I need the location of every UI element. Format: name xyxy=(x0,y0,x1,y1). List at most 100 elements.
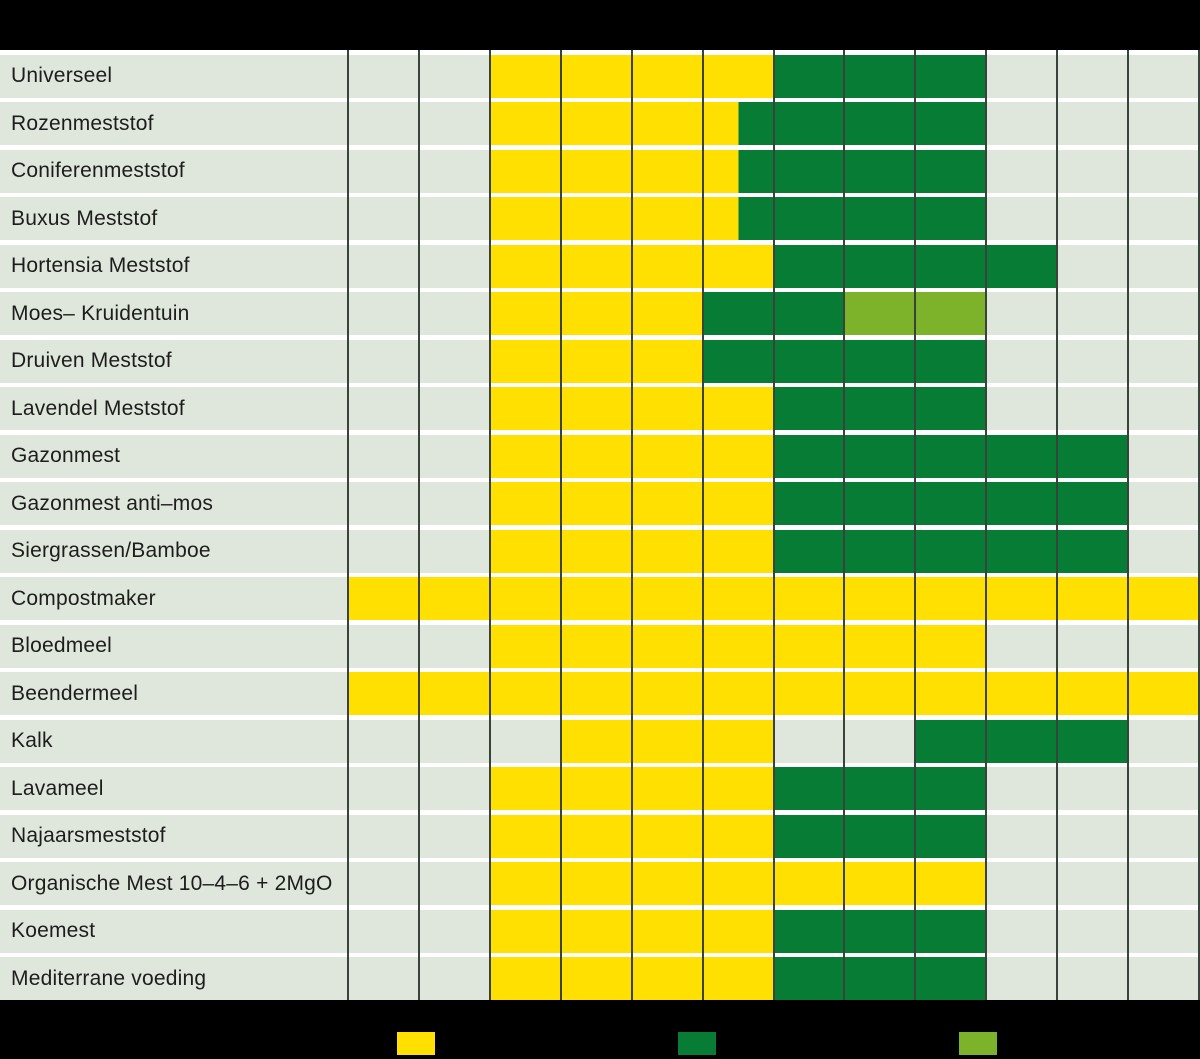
month-cell-fill xyxy=(632,719,702,763)
month-cell xyxy=(843,667,915,715)
month-cell-fill xyxy=(490,577,560,620)
month-cell xyxy=(843,762,915,810)
month-cell xyxy=(630,667,702,715)
month-cell xyxy=(488,620,560,668)
month-cell xyxy=(559,525,631,573)
month-cell-fill xyxy=(419,862,489,905)
month-cell xyxy=(417,620,489,668)
month-cell-fill xyxy=(845,672,915,715)
month-cell-fill xyxy=(490,54,560,98)
month-cell-fill xyxy=(1058,102,1128,145)
month-cell xyxy=(347,240,418,288)
month-cell xyxy=(417,192,489,240)
month-cell-fill xyxy=(1129,624,1199,668)
month-cell-fill xyxy=(703,719,773,763)
month-cell-fill xyxy=(490,339,560,383)
month-cell xyxy=(1056,287,1128,335)
month-cell xyxy=(630,857,702,905)
month-cell xyxy=(701,952,773,1000)
month-cell-fill xyxy=(419,624,489,668)
month-cell xyxy=(914,810,986,858)
month-cell-fill xyxy=(1129,529,1199,573)
month-cell xyxy=(559,667,631,715)
month-cell-fill xyxy=(349,244,418,288)
month-cell-fill xyxy=(561,149,631,193)
month-cell-fill xyxy=(916,577,986,620)
month-cell-fill xyxy=(632,244,702,288)
month-cell xyxy=(701,145,773,193)
month-cell xyxy=(914,952,986,1000)
month-cell xyxy=(347,620,418,668)
month-cell xyxy=(985,240,1057,288)
product-label-cell: Universeel xyxy=(0,50,347,98)
month-cell-fill xyxy=(703,339,773,383)
month-cell xyxy=(914,240,986,288)
month-cell-fill xyxy=(916,624,986,668)
month-cell-fill xyxy=(845,909,915,953)
month-cell-fill xyxy=(987,814,1057,858)
month-cell-fill xyxy=(1129,862,1199,905)
month-cell xyxy=(488,97,560,145)
month-cell xyxy=(488,50,560,98)
month-cell-fill xyxy=(987,624,1057,668)
product-label-cell: Lavendel Meststof xyxy=(0,383,347,430)
month-cell xyxy=(772,762,844,810)
month-cell-fill xyxy=(845,814,915,858)
month-cell xyxy=(417,97,489,145)
month-cell xyxy=(347,952,418,1000)
month-cell xyxy=(1056,905,1128,953)
month-cell-fill xyxy=(561,862,631,905)
product-label: Gazonmest xyxy=(0,434,347,478)
month-cell-fill xyxy=(703,54,773,98)
month-cell-fill xyxy=(1129,672,1199,715)
month-cell xyxy=(1127,335,1200,383)
month-cell-fill xyxy=(845,767,915,810)
month-cell-fill xyxy=(632,672,702,715)
month-cell-fill xyxy=(349,577,418,620)
month-cell-fill xyxy=(561,434,631,478)
month-cell xyxy=(488,477,560,525)
month-cell-fill xyxy=(349,482,418,525)
product-label: Druiven Meststof xyxy=(0,339,347,383)
month-cell xyxy=(843,97,915,145)
month-cell-fill xyxy=(1129,577,1199,620)
month-cell xyxy=(488,287,560,335)
month-cell xyxy=(347,145,418,193)
month-cell-fill xyxy=(703,482,773,525)
month-cell-fill xyxy=(845,719,915,763)
month-cell-fill xyxy=(490,909,560,953)
month-cell-fill xyxy=(349,767,418,810)
month-cell xyxy=(985,620,1057,668)
month-cell-fill xyxy=(632,909,702,953)
month-cell xyxy=(914,287,986,335)
month-cell-fill xyxy=(703,244,773,288)
month-cell xyxy=(985,762,1057,810)
month-cell xyxy=(417,810,489,858)
month-cell-fill xyxy=(916,197,986,240)
month-cell xyxy=(488,145,560,193)
month-cell xyxy=(630,145,702,193)
month-cell xyxy=(417,477,489,525)
month-cell xyxy=(843,857,915,905)
month-cell xyxy=(985,287,1057,335)
month-cell xyxy=(559,620,631,668)
month-cell-fill xyxy=(490,862,560,905)
month-cell-fill xyxy=(490,434,560,478)
month-cell-fill xyxy=(1058,862,1128,905)
month-cell xyxy=(488,905,560,953)
month-cell-fill xyxy=(916,814,986,858)
month-cell xyxy=(488,430,560,478)
month-cell xyxy=(417,240,489,288)
month-cell xyxy=(914,667,986,715)
month-cell xyxy=(985,97,1057,145)
month-cell-fill xyxy=(987,529,1057,573)
month-cell xyxy=(843,287,915,335)
month-cell-fill xyxy=(490,624,560,668)
month-cell-fill xyxy=(916,909,986,953)
month-cell xyxy=(772,667,844,715)
month-cell xyxy=(772,715,844,763)
month-cell xyxy=(985,50,1057,98)
month-cell-fill xyxy=(987,577,1057,620)
month-cell xyxy=(701,810,773,858)
product-label-cell: Gazonmest xyxy=(0,430,347,478)
